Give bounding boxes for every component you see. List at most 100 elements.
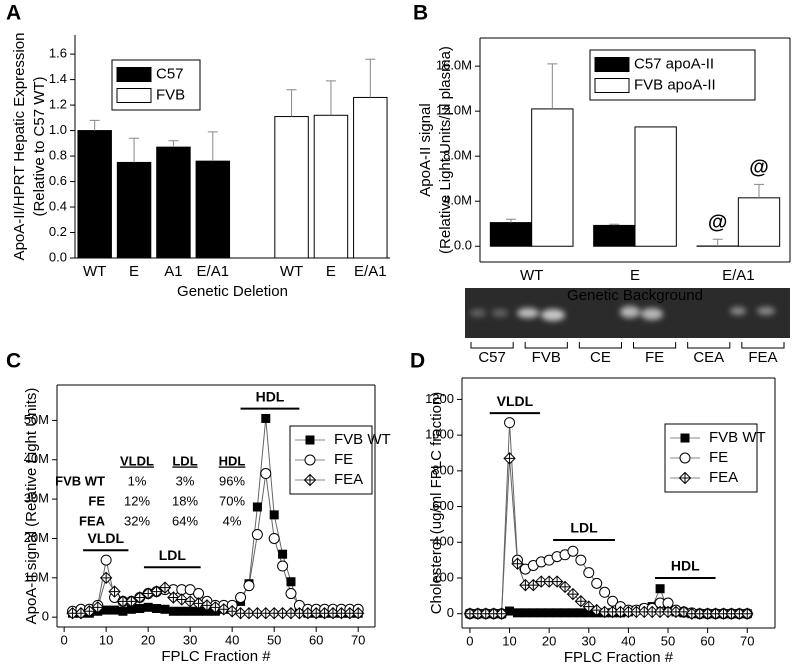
x-tick-label: E/A1	[197, 263, 230, 280]
legend-label: FE	[709, 449, 728, 466]
bar	[593, 224, 636, 247]
y-tick-label: 4.0M	[443, 193, 472, 208]
data-point	[584, 608, 594, 618]
x-tick-label: WT	[520, 267, 543, 284]
data-point	[192, 597, 205, 610]
legend-label: FVB	[156, 86, 185, 103]
lane-bracket	[741, 342, 785, 349]
data-point	[278, 549, 288, 559]
error-bar	[325, 80, 336, 116]
y-tick-label: 0.2	[49, 224, 67, 239]
data-point	[225, 605, 239, 618]
x-tick-label: 30	[183, 632, 197, 647]
legend-swatch	[116, 67, 152, 82]
data-point	[536, 608, 546, 618]
error-bar	[168, 140, 179, 148]
y-tick-label: 1200	[425, 391, 454, 406]
data-point	[259, 607, 272, 620]
data-point	[83, 605, 96, 618]
bar	[531, 108, 574, 247]
y-tick-label: 0.4	[49, 198, 67, 213]
x-tick-label: 50	[267, 632, 281, 647]
data-point	[567, 545, 579, 557]
legend-swatch	[594, 57, 630, 72]
data-point	[583, 567, 595, 579]
bar	[77, 130, 112, 259]
bar	[274, 116, 309, 259]
data-point	[66, 607, 79, 620]
x-axis-title: Genetic Background	[567, 287, 703, 304]
legend-label: FVB WT	[709, 429, 766, 446]
y-tick-label: 1.6	[49, 46, 67, 61]
y-tick-label: 0.8	[49, 147, 67, 162]
data-point	[168, 606, 178, 616]
y-tick-label: 800	[432, 462, 454, 477]
y-tick-label: 30M	[24, 491, 49, 506]
error-bar	[365, 58, 376, 98]
bar	[489, 222, 533, 247]
gel-image	[465, 288, 790, 338]
panel-label: A	[6, 2, 21, 25]
bar	[156, 146, 191, 259]
legend-marker	[678, 471, 692, 485]
data-point	[286, 577, 296, 587]
y-axis-title: (Relative Light Units/µl plasma)	[437, 46, 454, 254]
data-point	[544, 608, 554, 618]
data-point	[251, 529, 263, 541]
x-tick-label: 30	[582, 633, 596, 648]
table-cell: 4%	[223, 513, 242, 528]
lane-label: CE	[590, 349, 611, 366]
data-point	[252, 502, 262, 512]
table-header: HDL	[219, 453, 246, 468]
annotation: @	[749, 157, 769, 179]
table-cell: 96%	[219, 473, 245, 488]
data-point	[566, 587, 580, 601]
region-label: VLDL	[87, 530, 124, 546]
bar	[737, 197, 781, 247]
data-point	[309, 607, 323, 620]
data-point	[243, 580, 255, 592]
error-bar	[129, 137, 140, 163]
region-label: LDL	[159, 547, 187, 563]
data-point	[495, 607, 508, 620]
table-row-label: FE	[88, 493, 105, 508]
x-tick-label: WT	[83, 263, 106, 280]
y-tick-label: 1.4	[49, 71, 67, 86]
panel-label: B	[413, 2, 428, 25]
x-axis-title: FPLC Fraction #	[161, 648, 271, 665]
error-bar	[286, 89, 297, 117]
table-row-label: FVB WT	[55, 473, 105, 488]
region-label: HDL	[671, 558, 700, 574]
data-point	[568, 608, 578, 618]
x-tick-label: 10	[502, 633, 516, 648]
data-point	[575, 554, 587, 566]
annotation: @	[708, 212, 728, 234]
y-tick-label: 12.0M	[436, 103, 472, 118]
y-axis-title: (Relative to C57 WT)	[31, 76, 48, 216]
table-cell: 64%	[172, 513, 198, 528]
bar	[353, 96, 388, 259]
data-point	[143, 602, 153, 612]
data-point	[267, 607, 281, 620]
data-point	[574, 595, 588, 608]
data-point	[733, 607, 746, 620]
data-point	[110, 605, 120, 615]
table-cell: 3%	[176, 473, 195, 488]
error-bar	[506, 218, 516, 223]
data-point	[209, 601, 222, 614]
legend-marker	[679, 452, 691, 464]
x-tick-label: 70	[351, 632, 365, 647]
data-point	[576, 608, 586, 618]
x-axis-title: Genetic Deletion	[177, 283, 288, 300]
y-tick-label: 0	[42, 609, 49, 624]
region-label: VLDL	[497, 393, 534, 409]
data-point	[177, 606, 187, 616]
data-point	[108, 585, 121, 598]
lane-bracket	[470, 342, 514, 349]
x-tick-label: 0	[61, 632, 68, 647]
data-point	[512, 608, 522, 618]
data-point	[560, 608, 570, 618]
error-bar	[207, 131, 218, 162]
data-point	[558, 580, 572, 594]
data-point	[183, 595, 197, 608]
